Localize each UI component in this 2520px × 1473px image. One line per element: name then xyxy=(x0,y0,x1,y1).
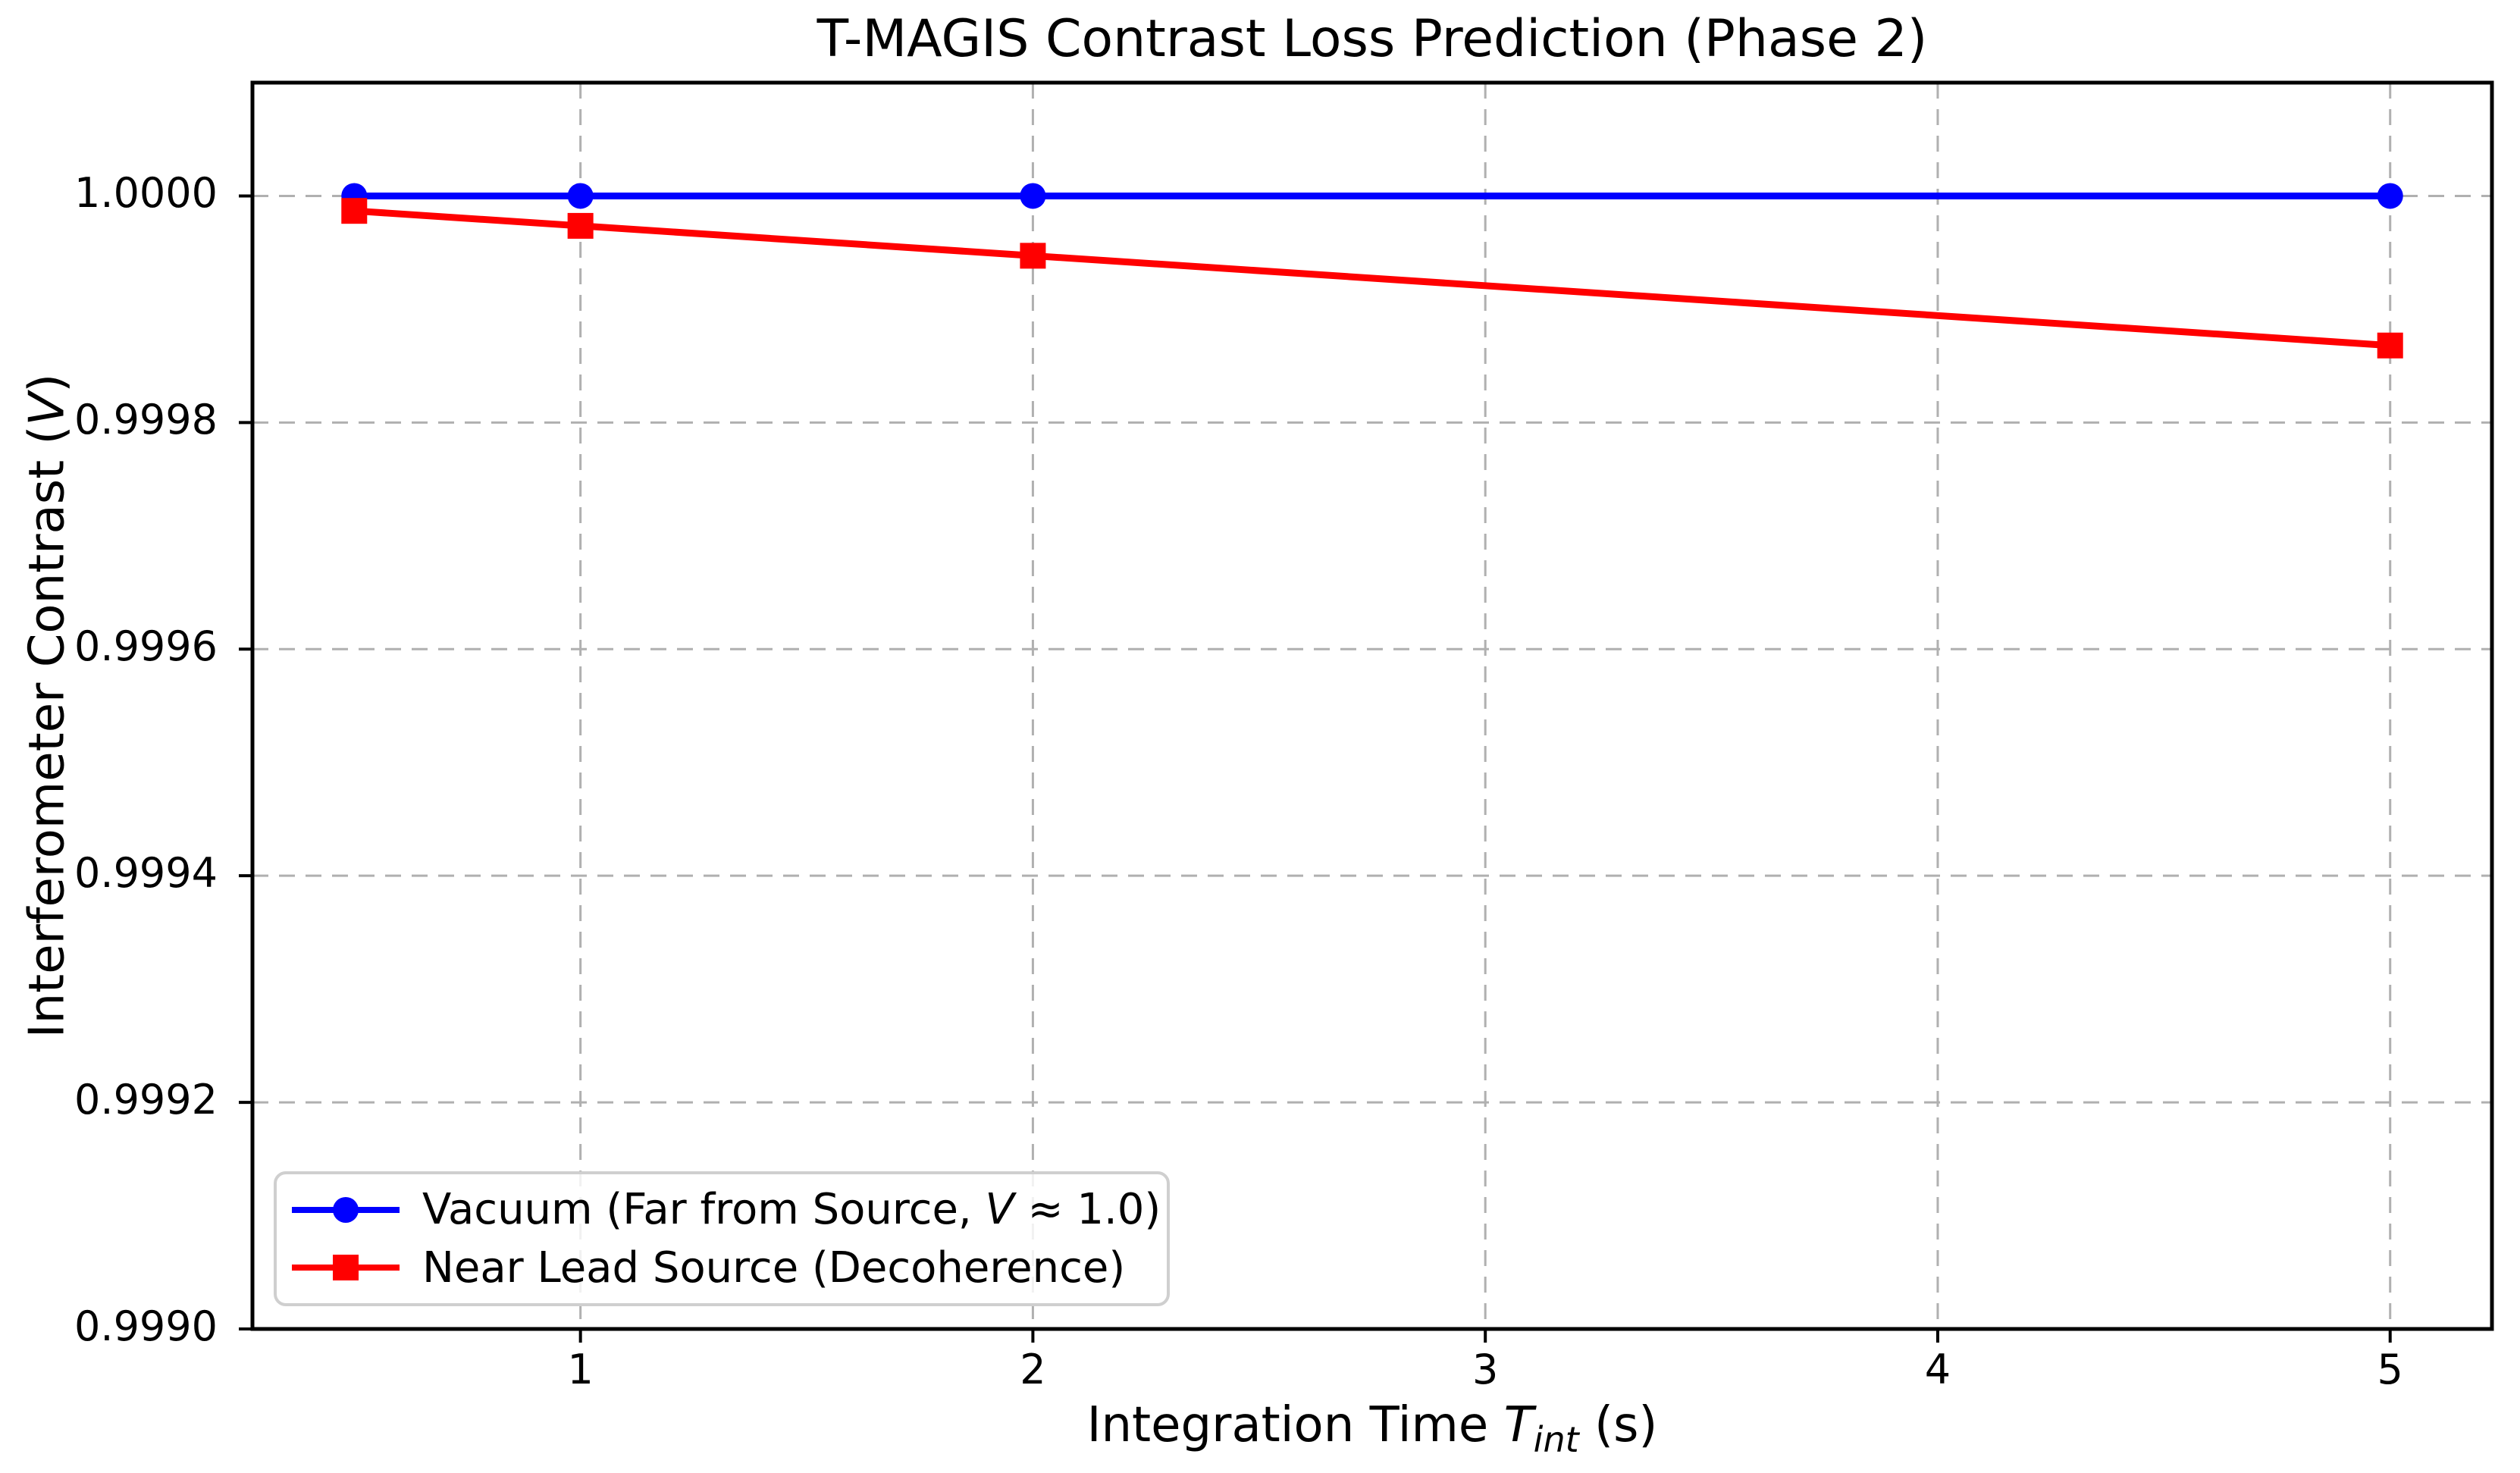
legend-line-square-marker-icon xyxy=(292,1255,400,1281)
x-tick-label: 4 xyxy=(1924,1346,1951,1393)
legend-handle-marker xyxy=(333,1255,359,1281)
legend: Vacuum (Far from Source, V ≈ 1.0) Near L… xyxy=(274,1171,1170,1306)
y-axis-label-post: ) xyxy=(19,373,75,393)
x-tick-label: 2 xyxy=(1020,1346,1046,1393)
y-tick-label: 0.9990 xyxy=(74,1302,218,1350)
x-tick-label: 5 xyxy=(2377,1346,2403,1393)
x-axis-label-var: T xyxy=(1503,1397,1534,1453)
legend-label-lead-source: Near Lead Source (Decoherence) xyxy=(422,1243,1126,1293)
y-axis-label-wrap: Interferometer Contrast (V) xyxy=(3,83,91,1329)
legend-label-vacuum: Vacuum (Far from Source, V ≈ 1.0) xyxy=(422,1186,1161,1233)
data-point-square xyxy=(567,212,594,239)
data-point-square xyxy=(2377,332,2403,359)
y-axis-label: Interferometer Contrast (V) xyxy=(19,374,75,1039)
y-axis-label-text: Interferometer Contrast ( xyxy=(19,425,75,1039)
legend-label-vacuum-post: ≈ 1.0) xyxy=(1014,1184,1161,1234)
data-point-square xyxy=(341,198,368,224)
data-point-square xyxy=(1020,243,1046,269)
series-line xyxy=(350,207,2394,349)
data-point-circle xyxy=(567,183,594,209)
y-tick-label: 0.9992 xyxy=(74,1076,218,1124)
y-tick-label: 0.9998 xyxy=(74,396,218,444)
y-tick-label: 1.0000 xyxy=(74,169,218,218)
axes-frame xyxy=(250,80,2494,1331)
x-tick-label: 3 xyxy=(1472,1346,1499,1393)
x-axis-label-subscript: int xyxy=(1533,1418,1579,1460)
x-axis-label-post: (s) xyxy=(1578,1397,1658,1453)
y-axis-label-var: V xyxy=(19,392,75,426)
legend-label-lead-pre: Near Lead Source (Decoherence) xyxy=(422,1243,1126,1293)
data-point-circle xyxy=(1020,183,1046,209)
legend-label-vacuum-pre: Vacuum (Far from Source, xyxy=(422,1184,986,1234)
legend-item-lead-source: Near Lead Source (Decoherence) xyxy=(289,1243,1159,1292)
x-axis-label-text: Integration Time xyxy=(1086,1397,1504,1453)
legend-label-vacuum-var: V xyxy=(985,1184,1014,1234)
legend-handle-marker xyxy=(333,1196,359,1223)
y-tick-label: 0.9996 xyxy=(74,622,218,671)
y-tick-label: 0.9994 xyxy=(74,849,218,898)
chart-title: T-MAGIS Contrast Loss Prediction (Phase … xyxy=(816,9,1928,69)
legend-item-vacuum: Vacuum (Far from Source, V ≈ 1.0) xyxy=(289,1186,1161,1234)
x-axis-label: Integration Time Tint (s) xyxy=(252,1401,2492,1457)
x-tick-label: 1 xyxy=(567,1346,594,1393)
data-point-circle xyxy=(2377,183,2403,209)
legend-line-circle-marker-icon xyxy=(292,1196,400,1223)
